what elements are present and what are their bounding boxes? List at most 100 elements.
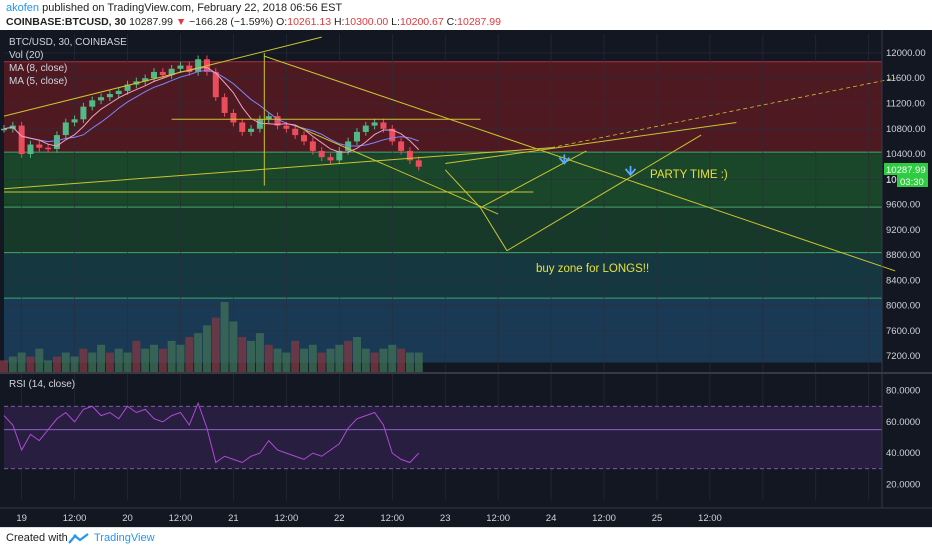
- candle-body: [195, 59, 202, 72]
- time-tick-label: 12:00: [698, 513, 722, 524]
- legend-ma5: MA (5, close): [9, 76, 67, 87]
- bar-timer-tag: [897, 175, 928, 187]
- candle-body: [89, 100, 96, 107]
- tradingview-logo-icon: [68, 533, 89, 544]
- open-label: O:: [276, 16, 288, 28]
- legend-vol: Vol (20): [9, 50, 43, 61]
- high-label: H:: [333, 16, 345, 28]
- candle-body: [380, 122, 387, 129]
- author-link[interactable]: akofen: [6, 2, 40, 14]
- blue-arrow-icon: [624, 165, 637, 177]
- candle-body: [256, 119, 263, 129]
- volume-bar: [194, 333, 203, 372]
- volume-bar: [405, 352, 414, 372]
- volume-bar: [132, 340, 141, 372]
- volume-layer: [0, 302, 423, 372]
- secondary-price-label: 10: [886, 175, 897, 186]
- volume-bar: [229, 321, 238, 372]
- rsi-layer: [3, 401, 882, 470]
- volume-bar: [123, 352, 132, 372]
- volume-bar: [344, 340, 353, 372]
- volume-bar: [79, 348, 88, 372]
- volume-bar: [176, 344, 185, 372]
- price-tick-label: 8800.00: [886, 250, 920, 261]
- candle-body: [106, 94, 113, 98]
- projection-drop-1: [444, 169, 481, 209]
- projection-drop-2: [480, 207, 508, 251]
- party-time-annotation: PARTY TIME :): [650, 169, 728, 181]
- volume-bar: [52, 356, 61, 372]
- chart-canvas[interactable]: 12000.00 11600.00 11200.00 10800.00 10400.00…: [0, 30, 932, 527]
- candle-body: [309, 141, 316, 151]
- volume-bar: [211, 317, 220, 372]
- candle-body: [98, 97, 105, 101]
- time-tick-label: 12:00: [592, 513, 616, 524]
- upper-channel-line: [3, 36, 322, 117]
- time-tick-label: 12:00: [63, 513, 87, 524]
- candle-body: [80, 106, 87, 120]
- candle-body: [18, 125, 25, 155]
- candle-body: [71, 119, 78, 123]
- candle-body: [177, 65, 184, 69]
- volume-bar: [35, 348, 44, 372]
- volume-bar: [220, 302, 229, 372]
- volume-bar: [17, 352, 26, 372]
- volume-bar: [141, 348, 150, 372]
- price-tick-label: 12000.00: [886, 48, 926, 59]
- symbol-label: COINBASE:BTCUSD, 30: [6, 16, 127, 28]
- close-value: 10287.99: [457, 16, 501, 28]
- candle-body: [142, 78, 149, 82]
- volume-bar: [308, 344, 317, 372]
- last-price: 10287.99: [129, 16, 173, 28]
- zone-support-1: [4, 152, 882, 208]
- volume-bar: [150, 344, 159, 372]
- time-tick-label: 19: [16, 513, 27, 524]
- candle-body: [186, 65, 193, 72]
- price-tick-label: 9200.00: [886, 225, 920, 236]
- price-tick-label: 11600.00: [886, 73, 925, 84]
- legend-title: BTC/USD, 30, COINBASE: [9, 37, 127, 48]
- candle-body: [336, 150, 343, 161]
- price-tick-label: 11200.00: [886, 98, 925, 109]
- price-change: −166.28 (−1.59%): [189, 16, 274, 28]
- candle-body: [124, 84, 131, 91]
- volume-bar: [414, 352, 423, 372]
- price-tick-label: 8400.00: [886, 275, 920, 286]
- candle-body: [353, 131, 360, 142]
- volume-bar: [326, 348, 335, 372]
- time-tick-label: 21: [228, 513, 239, 524]
- candle-body: [221, 97, 228, 113]
- chart-area[interactable]: 12000.00 11600.00 11200.00 10800.00 10400.00…: [0, 30, 932, 527]
- candle-body: [327, 157, 334, 161]
- volume-bar: [273, 348, 282, 372]
- candle-body: [45, 147, 52, 150]
- volume-bar: [88, 352, 97, 372]
- volume-bar: [255, 333, 264, 372]
- rsi-band-fill: [4, 406, 882, 469]
- descending-resistance-line: [264, 55, 896, 272]
- low-value: 10200.67: [399, 16, 444, 28]
- candle-body: [53, 135, 60, 149]
- candle-body: [389, 128, 396, 142]
- ohlc-line: COINBASE:BTCUSD, 30 10287.99 ▼ −166.28 (…: [6, 16, 501, 28]
- rsi-tick-label: 20.0000: [886, 479, 920, 490]
- high-value: 10300.00: [344, 16, 389, 28]
- legend-ma8: MA (8, close): [9, 63, 67, 74]
- candle-body: [151, 71, 158, 79]
- price-tick-label: 9600.00: [886, 200, 920, 211]
- zone-resistance: [4, 61, 882, 153]
- price-tick-label: 10400.00: [886, 149, 926, 160]
- volume-bar: [300, 348, 309, 372]
- legend-rsi: RSI (14, close): [9, 379, 75, 390]
- volume-bar: [44, 360, 53, 372]
- ma-5-line: [3, 66, 420, 153]
- ma-8-line: [3, 69, 419, 147]
- wedge-lower-line: [294, 125, 499, 215]
- close-label: C:: [446, 16, 458, 28]
- time-tick-label: 25: [652, 513, 663, 524]
- price-tick-label: 7200.00: [886, 351, 920, 362]
- candle-body: [398, 141, 405, 151]
- tradingview-brand-link[interactable]: TradingView: [94, 532, 155, 544]
- volume-bar: [291, 340, 300, 372]
- volume-bar: [264, 344, 273, 372]
